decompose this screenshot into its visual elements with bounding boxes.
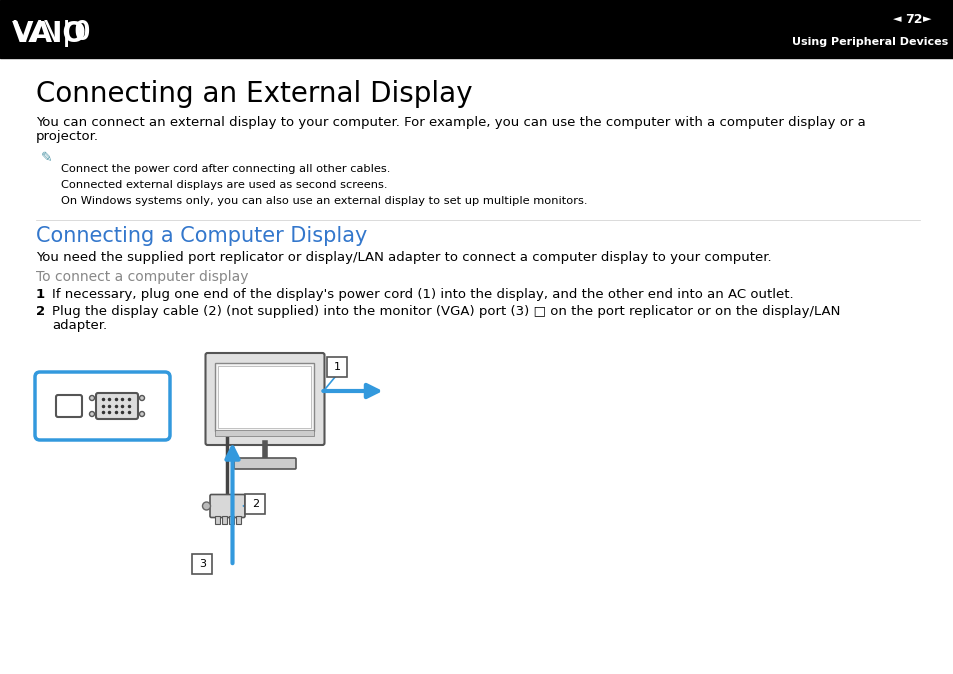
Text: VAIO: VAIO [12, 20, 87, 48]
Circle shape [139, 396, 144, 400]
Text: projector.: projector. [36, 130, 99, 143]
Bar [218, 366, 312, 428]
Text: 2: 2 [252, 499, 259, 509]
Text: 1: 1 [334, 362, 340, 372]
FancyBboxPatch shape [327, 357, 347, 377]
Text: Connect the power cord after connecting all other cables.: Connect the power cord after connecting … [61, 164, 390, 174]
Text: Connecting a Computer Display: Connecting a Computer Display [36, 226, 367, 246]
Text: ✎: ✎ [41, 151, 52, 165]
Text: You need the supplied port replicator or display/LAN adapter to connect a comput: You need the supplied port replicator or… [36, 251, 771, 264]
Bar [215, 430, 314, 436]
Text: Connected external displays are used as second screens.: Connected external displays are used as … [61, 180, 387, 190]
Text: On Windows systems only, you can also use an external display to set up multiple: On Windows systems only, you can also us… [61, 196, 587, 206]
Circle shape [139, 412, 144, 417]
Bar [215, 516, 220, 524]
Bar [222, 516, 227, 524]
FancyBboxPatch shape [193, 554, 213, 574]
Text: 3: 3 [199, 559, 206, 569]
FancyBboxPatch shape [233, 458, 295, 469]
Text: Plug the display cable (2) (not supplied) into the monitor (VGA) port (3) □ on t: Plug the display cable (2) (not supplied… [52, 305, 840, 318]
Text: You can connect an external display to your computer. For example, you can use t: You can connect an external display to y… [36, 116, 864, 129]
Text: If necessary, plug one end of the display's power cord (1) into the display, and: If necessary, plug one end of the displa… [52, 288, 793, 301]
FancyBboxPatch shape [205, 353, 324, 445]
FancyBboxPatch shape [56, 395, 82, 417]
Circle shape [90, 412, 94, 417]
Bar [230, 516, 234, 524]
Circle shape [244, 502, 253, 510]
Text: 1: 1 [36, 288, 45, 301]
Text: To connect a computer display: To connect a computer display [36, 270, 248, 284]
FancyBboxPatch shape [35, 372, 170, 440]
Bar [0, 0, 953, 58]
Circle shape [90, 396, 94, 400]
Text: adapter.: adapter. [52, 319, 107, 332]
Text: \/\|O: \/\|O [12, 20, 91, 47]
Text: ◄: ◄ [892, 14, 901, 24]
Text: 72: 72 [904, 13, 922, 26]
FancyBboxPatch shape [245, 494, 265, 514]
Text: Connecting an External Display: Connecting an External Display [36, 80, 472, 108]
Bar [215, 363, 314, 431]
Text: 2: 2 [36, 305, 45, 318]
Circle shape [202, 502, 211, 510]
Text: Using Peripheral Devices: Using Peripheral Devices [791, 37, 947, 47]
FancyBboxPatch shape [96, 393, 138, 419]
Text: ►: ► [923, 14, 930, 24]
Bar [236, 516, 241, 524]
FancyBboxPatch shape [210, 495, 245, 518]
